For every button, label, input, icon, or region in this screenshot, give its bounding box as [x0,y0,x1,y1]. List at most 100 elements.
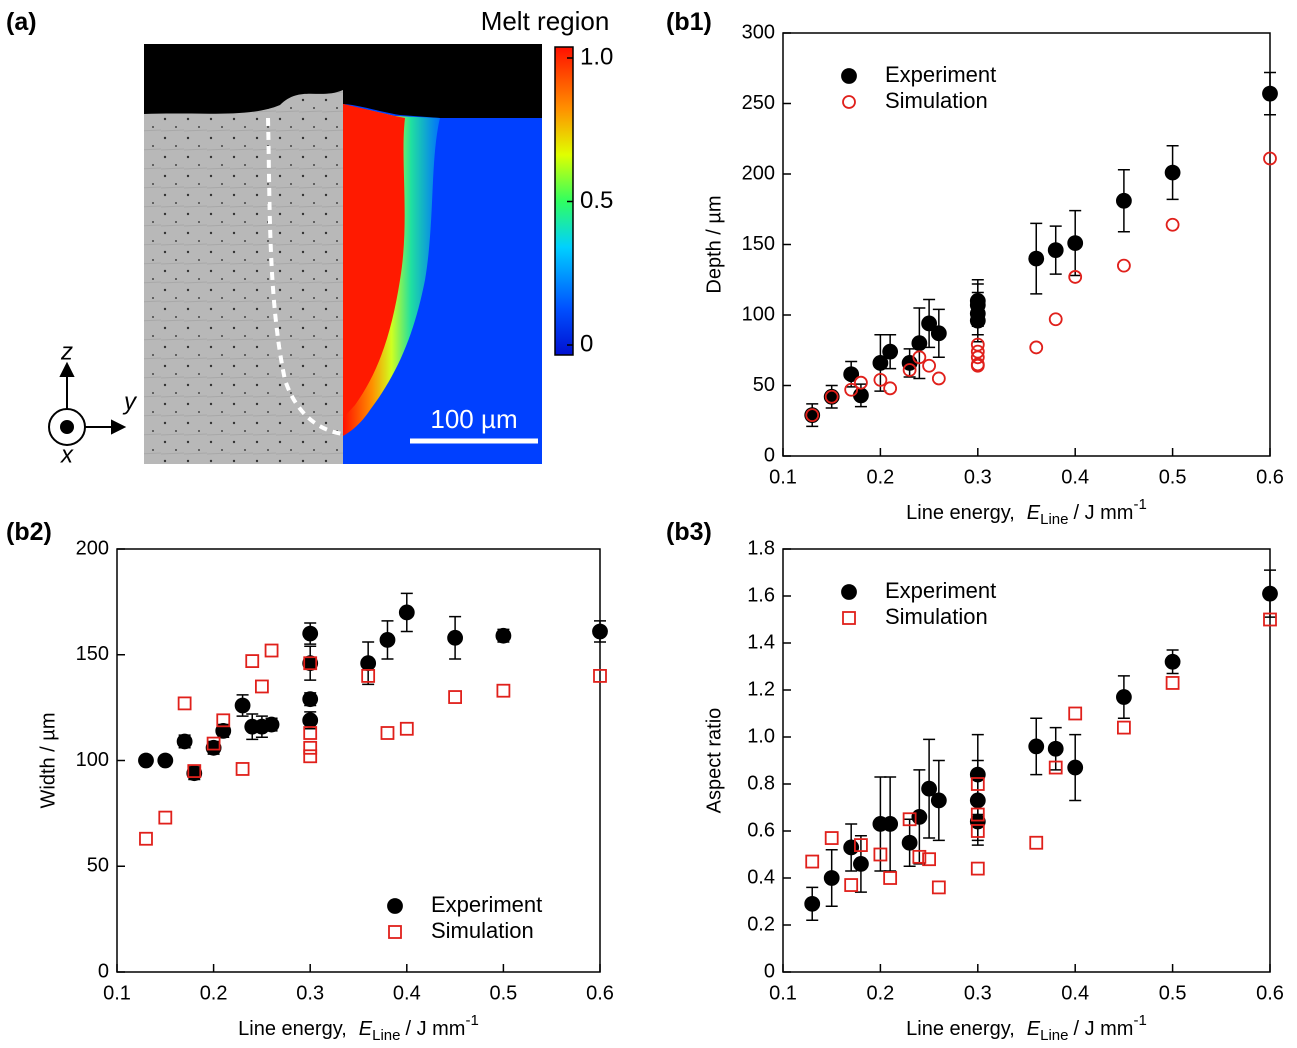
marker [1117,690,1131,704]
y-tick-label: 150 [76,643,109,665]
marker [1167,677,1179,689]
marker [972,863,984,875]
x-axis-label-part: / J mm [1073,502,1133,524]
marker [1117,194,1131,208]
x-tick-label: 0.3 [296,982,324,1004]
x-axis-label-part: Line energy, [906,502,1015,524]
legend-marker [842,585,856,599]
y-tick-label: 300 [742,21,775,43]
marker [303,656,317,670]
marker [1166,166,1180,180]
x-axis-label-part: Line [1040,1027,1068,1044]
figure: (a) Melt region 100 µm z y x 00.51.00.10… [0,0,1297,1048]
marker [933,372,945,384]
marker [449,691,461,703]
marker [361,656,375,670]
marker [400,605,414,619]
legend-marker [843,96,855,108]
marker [158,754,172,768]
marker [1263,587,1277,601]
marker [883,345,897,359]
panel-label: (b1) [666,8,712,36]
x-tick-label: 0.2 [866,466,894,488]
x-axis-label: Line energy,ELine/ J mm-1 [906,496,1147,528]
marker [187,766,201,780]
axis-label: y [122,388,138,415]
marker [246,655,258,667]
axes-icon [49,364,124,445]
marker [1118,260,1130,272]
y-tick-label: 200 [742,162,775,184]
marker [933,881,945,893]
y-tick-label: 0 [98,960,109,982]
y-tick-label: 1.4 [747,631,775,653]
y-tick-label: 50 [87,855,109,877]
x-tick-label: 0.3 [964,982,992,1004]
marker [304,750,316,762]
x-axis-label-part: -1 [1133,496,1146,513]
marker [1263,87,1277,101]
x-tick-label: 0.5 [1159,466,1187,488]
y-tick-label: 0.4 [747,866,775,888]
y-tick-label: 50 [753,374,775,396]
marker [805,897,819,911]
marker [825,871,839,885]
marker [1166,655,1180,669]
x-tick-label: 0.5 [489,982,517,1004]
marker [207,741,221,755]
marker [178,734,192,748]
marker [884,872,896,884]
x-tick-label: 0.6 [1256,466,1284,488]
marker [805,408,819,422]
marker [883,817,897,831]
x-tick-label: 0.1 [769,982,797,1004]
colorbar-tick-label: 1.0 [580,43,613,70]
x-tick-label: 0.4 [393,982,421,1004]
marker [826,832,838,844]
marker [825,390,839,404]
marker [139,754,153,768]
marker [1029,739,1043,753]
marker [912,810,926,824]
marker [256,680,268,692]
legend-marker [389,926,401,938]
x-tick-label: 0.2 [866,982,894,1004]
x-axis-label-part: E [1027,1018,1041,1040]
x-tick-label: 0.6 [1256,982,1284,1004]
y-axis-label: Aspect ratio [703,708,725,814]
marker [1050,313,1062,325]
x-axis-label-part: / J mm [405,1018,465,1040]
y-tick-label: 0 [764,960,775,982]
x-tick-label: 0.6 [586,982,614,1004]
marker [971,314,985,328]
y-tick-label: 0 [764,444,775,466]
colorbar-title: Melt region [481,6,610,36]
marker [1029,252,1043,266]
marker [303,713,317,727]
x-axis-label-part: -1 [465,1012,478,1029]
marker [496,629,510,643]
colorbar-tick-label: 0 [580,330,593,357]
marker [1030,341,1042,353]
plot-frame [783,549,1270,972]
x-axis-label: Line energy,ELine/ J mm-1 [238,1012,479,1044]
marker [159,812,171,824]
marker [381,727,393,739]
marker [265,718,279,732]
x-axis-label-part: Line [372,1027,400,1044]
marker [903,836,917,850]
marker [932,793,946,807]
x-axis-label-part: E [1027,502,1041,524]
marker [971,793,985,807]
marker [593,624,607,638]
x-axis-label-part: / J mm [1073,1018,1133,1040]
panel-label: (b2) [6,518,52,546]
marker [1030,837,1042,849]
marker [303,692,317,706]
x-tick-label: 0.1 [103,982,131,1004]
marker [1068,761,1082,775]
x-tick-label: 0.2 [200,982,228,1004]
y-tick-label: 1.0 [747,725,775,747]
y-tick-label: 100 [742,303,775,325]
legend-marker [842,69,856,83]
